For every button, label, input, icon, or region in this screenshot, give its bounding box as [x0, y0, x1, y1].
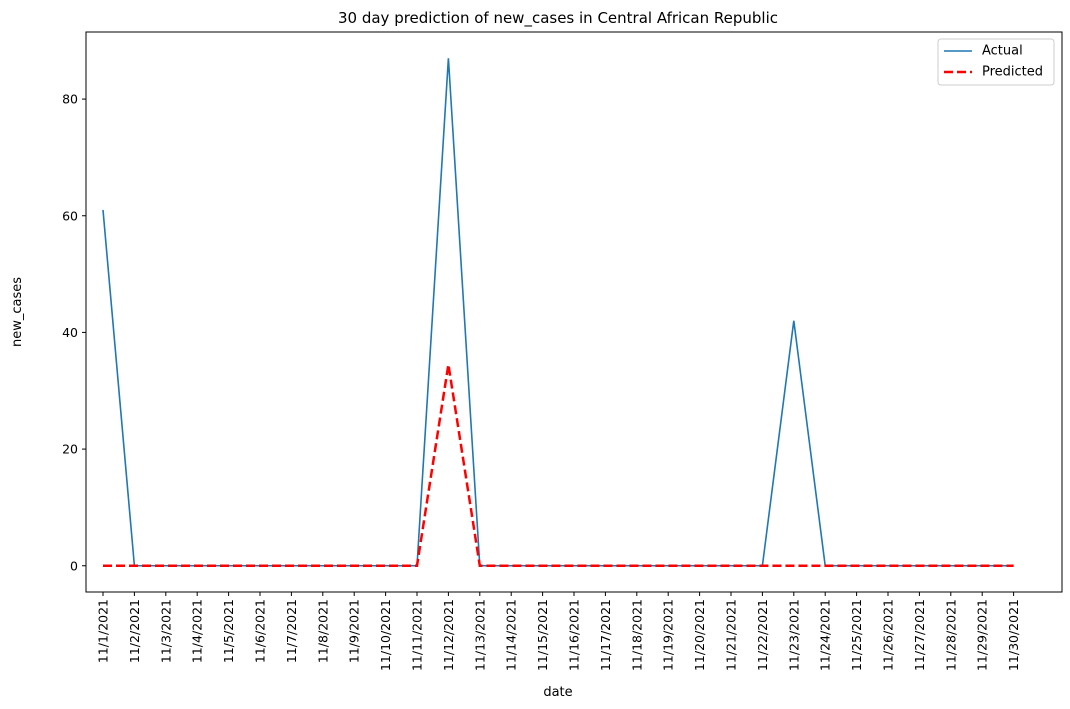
- x-tick-label: 11/21/2021: [724, 599, 739, 671]
- legend-label-actual: Actual: [982, 44, 1023, 59]
- y-tick-label: 20: [62, 442, 78, 457]
- x-tick-label: 11/12/2021: [441, 599, 456, 671]
- x-tick-label: 11/27/2021: [912, 599, 927, 671]
- x-tick-label: 11/6/2021: [253, 599, 268, 663]
- x-tick-label: 11/18/2021: [629, 599, 644, 671]
- y-tick-label: 0: [70, 558, 78, 573]
- x-tick-label: 11/24/2021: [818, 599, 833, 671]
- y-axis: 0 20 40 60 80: [62, 92, 86, 573]
- series-line-predicted: [103, 364, 1014, 567]
- x-tick-label: 11/16/2021: [567, 599, 582, 671]
- x-tick-label: 11/1/2021: [96, 599, 111, 663]
- x-tick-label: 11/9/2021: [347, 599, 362, 663]
- x-tick-label: 11/14/2021: [504, 599, 519, 671]
- x-tick-label: 11/20/2021: [692, 599, 707, 671]
- y-axis-label: new_cases: [10, 277, 25, 347]
- plot-frame: [85, 31, 1063, 593]
- legend: Actual Predicted: [937, 38, 1055, 86]
- x-tick-label: 11/28/2021: [943, 599, 958, 671]
- x-tick-label: 11/7/2021: [284, 599, 299, 663]
- y-tick-label: 80: [62, 92, 78, 107]
- x-tick-label: 11/8/2021: [315, 599, 330, 663]
- x-tick-label: 11/4/2021: [190, 599, 205, 663]
- x-tick-label: 11/22/2021: [755, 599, 770, 671]
- x-tick-label: 11/11/2021: [410, 599, 425, 671]
- series-line-actual: [102, 58, 1014, 567]
- x-tick-label: 11/23/2021: [786, 599, 801, 671]
- x-tick-label: 11/26/2021: [881, 599, 896, 671]
- x-axis: 11/1/2021 11/2/2021 11/3/2021 11/4/2021 11/5…: [96, 592, 1021, 671]
- x-tick-label: 11/15/2021: [535, 599, 550, 671]
- x-tick-label: 11/3/2021: [158, 599, 173, 663]
- y-tick-label: 60: [62, 208, 78, 223]
- x-tick-label: 11/17/2021: [598, 599, 613, 671]
- legend-label-predicted: Predicted: [982, 65, 1043, 80]
- x-tick-label: 11/25/2021: [849, 599, 864, 671]
- x-tick-label: 11/13/2021: [472, 599, 487, 671]
- plot-area: [102, 58, 1014, 567]
- x-axis-label: date: [543, 685, 572, 700]
- x-tick-label: 11/2/2021: [127, 599, 142, 663]
- x-tick-label: 11/30/2021: [1006, 599, 1021, 671]
- y-tick-label: 40: [62, 325, 78, 340]
- x-tick-label: 11/10/2021: [378, 599, 393, 671]
- chart-title: 30 day prediction of new_cases in Centra…: [338, 9, 778, 28]
- x-tick-label: 11/19/2021: [661, 599, 676, 671]
- x-tick-label: 11/29/2021: [975, 599, 990, 671]
- x-tick-label: 11/5/2021: [221, 599, 236, 663]
